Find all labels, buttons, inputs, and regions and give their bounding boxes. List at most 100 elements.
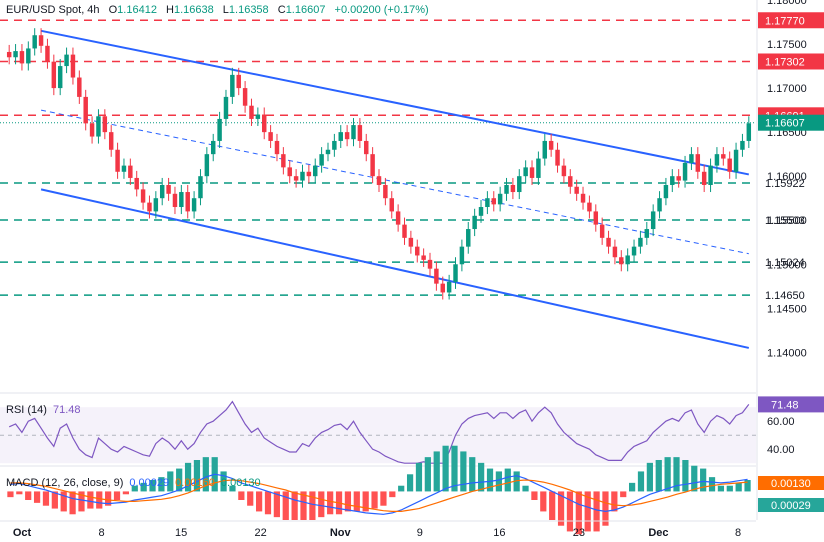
macd-histogram-bar xyxy=(735,482,742,492)
candle-body xyxy=(204,154,210,177)
candle-body xyxy=(446,281,452,293)
support-tag-label: 1.14650 xyxy=(765,290,805,302)
rsi-tick-label: 40.00 xyxy=(767,444,795,456)
macd-hist-tag-label: 0.00029 xyxy=(771,500,811,512)
macd-histogram-bar xyxy=(371,491,378,509)
candle-body xyxy=(389,198,394,212)
candle-body xyxy=(293,176,299,181)
candle-body xyxy=(102,116,108,133)
macd-histogram-bar xyxy=(486,468,494,492)
candle-body xyxy=(395,211,401,225)
candle-body xyxy=(338,132,343,141)
macd-histogram-bar xyxy=(389,491,396,498)
last-price-tag xyxy=(758,114,824,131)
candle-body xyxy=(153,198,159,212)
macd-histogram-bar xyxy=(513,471,520,492)
channel-upper-line xyxy=(40,29,750,176)
price-tick-label: 1.18000 xyxy=(767,0,807,7)
candle-body xyxy=(529,167,535,178)
macd-histogram-bar xyxy=(25,491,32,500)
candle-body xyxy=(497,193,503,205)
candle-body xyxy=(89,123,95,137)
candle-body xyxy=(574,186,579,194)
macd-signal-value: 0.00160 xyxy=(175,477,215,489)
candle-body xyxy=(580,193,586,203)
macd-histogram-bar xyxy=(193,460,201,492)
rsi-name: RSI (14) xyxy=(6,404,47,416)
macd-histogram-bar xyxy=(353,491,360,512)
candle-body xyxy=(96,116,101,137)
macd-histogram-bar xyxy=(469,457,476,492)
macd-histogram-bar xyxy=(264,491,272,515)
candle-body xyxy=(166,184,171,194)
candle-body xyxy=(599,224,605,238)
resistance-tag-label: 1.17302 xyxy=(765,56,805,68)
macd-histogram-bar xyxy=(158,477,165,492)
channel-middle-line xyxy=(40,109,749,255)
macd-histogram-bar xyxy=(273,491,280,518)
macd-histogram-bar xyxy=(433,451,440,492)
macd-histogram-bar xyxy=(504,468,511,492)
candle-body xyxy=(440,283,445,293)
macd-histogram-bar xyxy=(16,491,23,495)
candle-body xyxy=(83,96,88,124)
candle-body xyxy=(383,184,388,199)
time-tick-label: 16 xyxy=(493,527,505,539)
candle-body xyxy=(13,51,18,58)
candle-body xyxy=(242,88,248,106)
time-tick-label: 8 xyxy=(98,527,104,539)
macd-histogram-bar xyxy=(113,491,121,500)
resistance-tag-label: 1.17770 xyxy=(765,15,805,27)
candle-body xyxy=(625,255,630,265)
candle-body xyxy=(236,74,241,89)
candle-body xyxy=(268,132,273,141)
macd-histogram-bar xyxy=(344,491,352,512)
candle-body xyxy=(274,140,280,155)
macd-histogram-bar xyxy=(309,491,316,520)
macd-histogram-bar xyxy=(566,491,574,532)
candle-body xyxy=(485,198,490,208)
macd-histogram-bar xyxy=(415,462,423,492)
macd-histogram-bar xyxy=(478,462,485,492)
price-tick-label: 1.15500 xyxy=(767,215,807,227)
support-tag-label: 1.15024 xyxy=(765,257,805,269)
candle-body xyxy=(536,158,541,178)
macd-histogram-bar xyxy=(646,462,653,492)
macd-histogram-bar xyxy=(442,445,449,492)
macd-header: MACD (12, 26, close, 9) 0.00029 0.00160 0.0… xyxy=(6,477,261,489)
candle-body xyxy=(727,158,732,172)
candle-body xyxy=(701,171,707,185)
candle-body xyxy=(230,74,235,97)
candle-body xyxy=(261,114,267,133)
macd-histogram-bar xyxy=(229,485,236,492)
macd-histogram-bar xyxy=(78,491,85,512)
macd-histogram-bar xyxy=(318,491,325,518)
candle-body xyxy=(57,66,63,89)
time-tick-label: 15 xyxy=(175,527,187,539)
last-price-tag-label: 1.16607 xyxy=(765,118,805,130)
macd-histogram-bar xyxy=(87,491,94,509)
macd-hist-value: 0.00029 xyxy=(129,477,170,489)
macd-signal-line xyxy=(10,479,748,512)
time-tick-label: Oct xyxy=(13,527,32,539)
macd-name: MACD (12, 26, close, 9) xyxy=(6,477,124,489)
candle-body xyxy=(612,246,618,258)
time-tick-label: 23 xyxy=(573,527,585,539)
macd-histogram-bar xyxy=(540,491,547,512)
candle-body xyxy=(504,184,509,194)
candle-body xyxy=(670,176,675,185)
macd-line xyxy=(10,473,748,515)
candle-body xyxy=(568,176,573,187)
macd-signal-tag xyxy=(758,476,824,490)
macd-histogram-bar xyxy=(593,491,600,532)
resistance-tag xyxy=(758,53,824,70)
candle-body xyxy=(408,237,414,247)
price-tick-label: 1.16000 xyxy=(767,171,807,183)
macd-histogram-bar xyxy=(424,457,431,492)
macd-histogram-bar xyxy=(7,491,14,498)
macd-histogram-bar xyxy=(726,485,733,492)
candle-body xyxy=(657,198,662,212)
time-tick-label: Nov xyxy=(330,527,352,539)
close-value: 1.16607 xyxy=(285,4,326,16)
